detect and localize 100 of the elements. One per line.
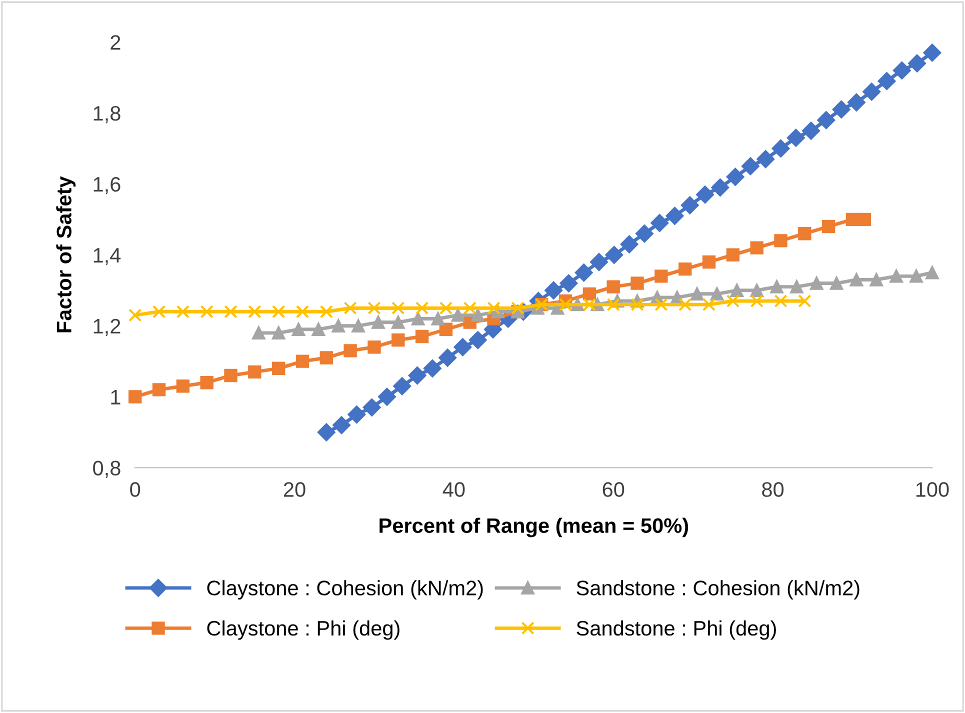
point xyxy=(630,298,644,312)
point xyxy=(451,308,465,322)
point xyxy=(348,406,366,424)
point xyxy=(890,270,903,283)
point xyxy=(368,302,381,315)
point xyxy=(798,294,812,308)
point xyxy=(439,302,453,315)
point xyxy=(272,326,286,340)
point xyxy=(200,305,214,318)
point xyxy=(252,326,266,340)
point xyxy=(296,305,310,318)
x-tick-label: 40 xyxy=(442,482,465,497)
point xyxy=(750,241,764,254)
point xyxy=(710,287,724,301)
point xyxy=(606,298,620,312)
point xyxy=(368,340,381,354)
point xyxy=(770,280,784,294)
point xyxy=(392,333,405,347)
point xyxy=(711,178,730,196)
point xyxy=(630,276,644,290)
point xyxy=(152,383,166,396)
y-tick-label: 0,8 xyxy=(93,460,120,478)
x-tick-label: 100 xyxy=(916,482,949,497)
point xyxy=(802,122,820,140)
point xyxy=(858,212,872,226)
point xyxy=(332,319,345,332)
point xyxy=(392,302,405,315)
point xyxy=(870,273,883,286)
point xyxy=(726,294,740,308)
point xyxy=(332,416,350,434)
legend-label: Claystone : Cohesion (kN/m2) xyxy=(207,580,483,600)
y-tick-label: 1,4 xyxy=(94,248,121,266)
point xyxy=(774,234,788,248)
point xyxy=(372,316,385,329)
point xyxy=(654,298,668,312)
point xyxy=(272,305,286,318)
point xyxy=(454,338,472,356)
point xyxy=(176,380,190,393)
y-tick-label: 1 xyxy=(111,390,120,404)
point xyxy=(248,305,262,318)
point xyxy=(832,100,850,118)
point xyxy=(680,196,699,214)
point xyxy=(468,331,487,349)
point xyxy=(320,305,333,318)
x-tick-label: 20 xyxy=(284,482,306,497)
y-axis-title: Factor of Safety xyxy=(56,176,76,332)
point xyxy=(318,423,336,442)
point xyxy=(344,344,357,358)
point xyxy=(926,266,939,280)
point xyxy=(296,354,310,368)
point xyxy=(750,284,764,297)
point xyxy=(392,316,405,329)
point xyxy=(439,322,453,336)
point xyxy=(726,168,744,186)
point xyxy=(878,72,896,90)
y-tick-label: 1,2 xyxy=(94,318,120,336)
point xyxy=(463,302,476,315)
point xyxy=(424,360,442,378)
point xyxy=(200,376,214,390)
point xyxy=(292,322,306,336)
point xyxy=(438,348,456,367)
point xyxy=(511,302,524,315)
point xyxy=(393,377,412,396)
point xyxy=(431,312,445,326)
point xyxy=(224,368,238,382)
point xyxy=(846,212,860,226)
point xyxy=(352,319,365,332)
point xyxy=(344,302,357,315)
y-tick-label: 1,6 xyxy=(94,176,120,194)
point xyxy=(312,322,326,336)
point xyxy=(910,270,923,283)
point xyxy=(756,150,774,168)
x-tick-label: 60 xyxy=(602,482,624,497)
point xyxy=(636,224,654,243)
y-tick-label: 2 xyxy=(110,35,120,50)
point xyxy=(590,253,608,271)
point xyxy=(726,248,740,262)
point xyxy=(582,298,596,312)
legend-label: Sandstone : Phi (deg) xyxy=(576,620,776,640)
point xyxy=(798,227,812,240)
point xyxy=(810,276,824,290)
point xyxy=(605,246,624,264)
point xyxy=(750,294,764,308)
point xyxy=(620,235,638,254)
point xyxy=(690,287,704,301)
point xyxy=(654,270,668,283)
point xyxy=(415,330,429,344)
point xyxy=(666,206,684,225)
point xyxy=(742,157,760,176)
point xyxy=(574,264,593,282)
point xyxy=(152,305,166,318)
point xyxy=(790,280,804,294)
point xyxy=(176,305,190,318)
point xyxy=(224,305,238,318)
point xyxy=(774,294,788,308)
point xyxy=(471,308,484,322)
point xyxy=(606,280,620,294)
point xyxy=(678,262,692,276)
point xyxy=(908,54,926,72)
point xyxy=(408,366,426,384)
